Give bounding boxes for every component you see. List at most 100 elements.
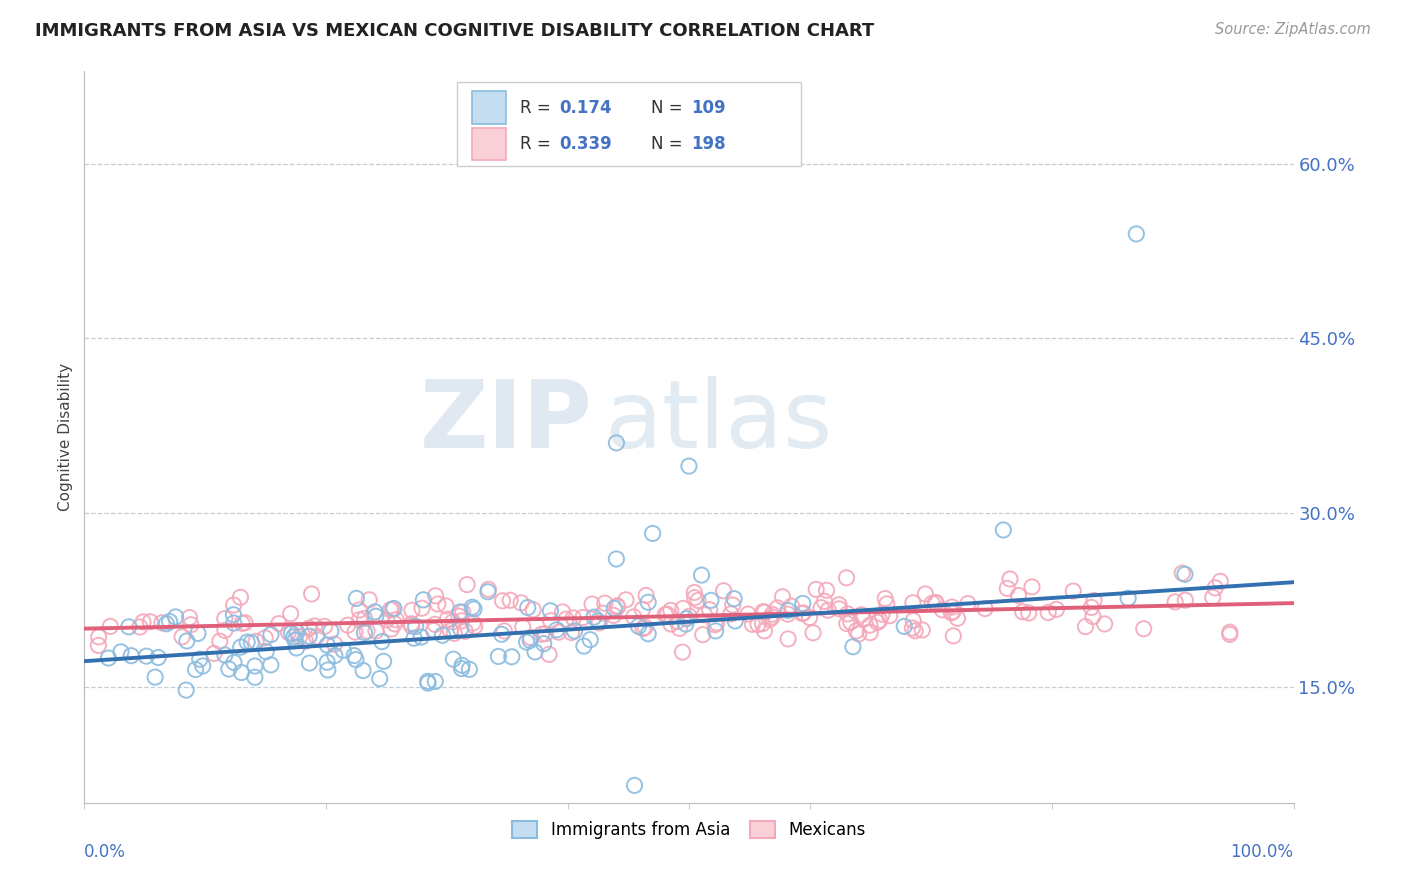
Point (1219, 627, 1241, 641)
Point (761, 607, 783, 622)
Point (776, 603, 799, 617)
Point (401, 619, 423, 633)
Point (1171, 566, 1194, 581)
Point (1045, 602, 1067, 616)
Point (236, 635, 259, 649)
Point (804, 582, 827, 597)
Point (668, 621, 690, 635)
Point (491, 594, 513, 608)
Point (172, 630, 194, 644)
Point (547, 625, 569, 640)
Point (202, 647, 225, 661)
Point (184, 663, 207, 677)
Point (941, 600, 963, 615)
Point (222, 598, 245, 612)
Point (723, 591, 745, 606)
Point (454, 624, 477, 639)
Point (766, 601, 789, 615)
Point (551, 605, 574, 619)
Point (516, 635, 538, 649)
Point (690, 568, 713, 582)
Point (942, 629, 965, 643)
Point (1018, 606, 1040, 620)
Point (214, 612, 236, 626)
Point (776, 607, 799, 621)
Point (524, 645, 547, 659)
Point (381, 602, 404, 616)
Point (176, 634, 198, 648)
Point (792, 606, 814, 620)
Point (1062, 584, 1084, 599)
Point (737, 607, 759, 621)
Point (751, 616, 773, 631)
Point (416, 676, 439, 690)
Point (1081, 609, 1104, 624)
Point (704, 617, 727, 632)
Point (402, 631, 425, 645)
Point (792, 596, 814, 610)
Point (477, 584, 499, 599)
Point (353, 625, 375, 640)
Point (371, 634, 394, 648)
Point (901, 596, 924, 610)
Point (298, 656, 321, 670)
Point (901, 614, 924, 628)
Point (401, 603, 423, 617)
Point (678, 459, 700, 474)
Point (461, 600, 484, 615)
Point (416, 674, 439, 689)
Point (243, 659, 266, 673)
Point (450, 662, 472, 676)
Point (692, 628, 714, 642)
Point (671, 645, 693, 659)
Point (284, 633, 307, 648)
Point (893, 619, 915, 633)
Point (343, 624, 366, 639)
Point (828, 598, 851, 612)
Point (654, 607, 676, 622)
Point (155, 616, 177, 631)
Point (931, 603, 953, 617)
Point (135, 649, 157, 664)
Point (463, 602, 485, 616)
Point (876, 597, 898, 611)
Point (229, 591, 252, 605)
Point (464, 619, 486, 633)
Point (179, 610, 201, 624)
Point (772, 590, 794, 604)
Point (222, 656, 245, 670)
Point (441, 615, 464, 629)
Point (538, 604, 561, 618)
Point (304, 619, 326, 633)
Point (380, 603, 402, 617)
Point (294, 634, 316, 648)
Point (463, 615, 485, 630)
Text: R =: R = (520, 99, 555, 117)
Point (605, 436, 627, 450)
Point (637, 595, 659, 609)
Point (869, 613, 891, 627)
Point (254, 645, 277, 659)
Point (1174, 567, 1197, 582)
Point (139, 615, 162, 629)
Point (316, 655, 339, 669)
Legend: Immigrants from Asia, Mexicans: Immigrants from Asia, Mexicans (506, 814, 872, 846)
Point (412, 592, 434, 607)
Point (675, 617, 697, 632)
Point (752, 605, 775, 619)
Point (606, 600, 628, 615)
Point (815, 583, 838, 598)
Point (245, 634, 267, 648)
Point (332, 643, 354, 657)
Point (159, 615, 181, 629)
Point (323, 637, 346, 651)
Point (218, 662, 240, 676)
Point (924, 596, 946, 610)
Point (254, 631, 277, 645)
Point (436, 612, 458, 626)
Point (233, 615, 256, 630)
Point (118, 620, 141, 634)
Point (1209, 574, 1232, 589)
Point (87, 639, 110, 653)
Point (699, 602, 721, 616)
